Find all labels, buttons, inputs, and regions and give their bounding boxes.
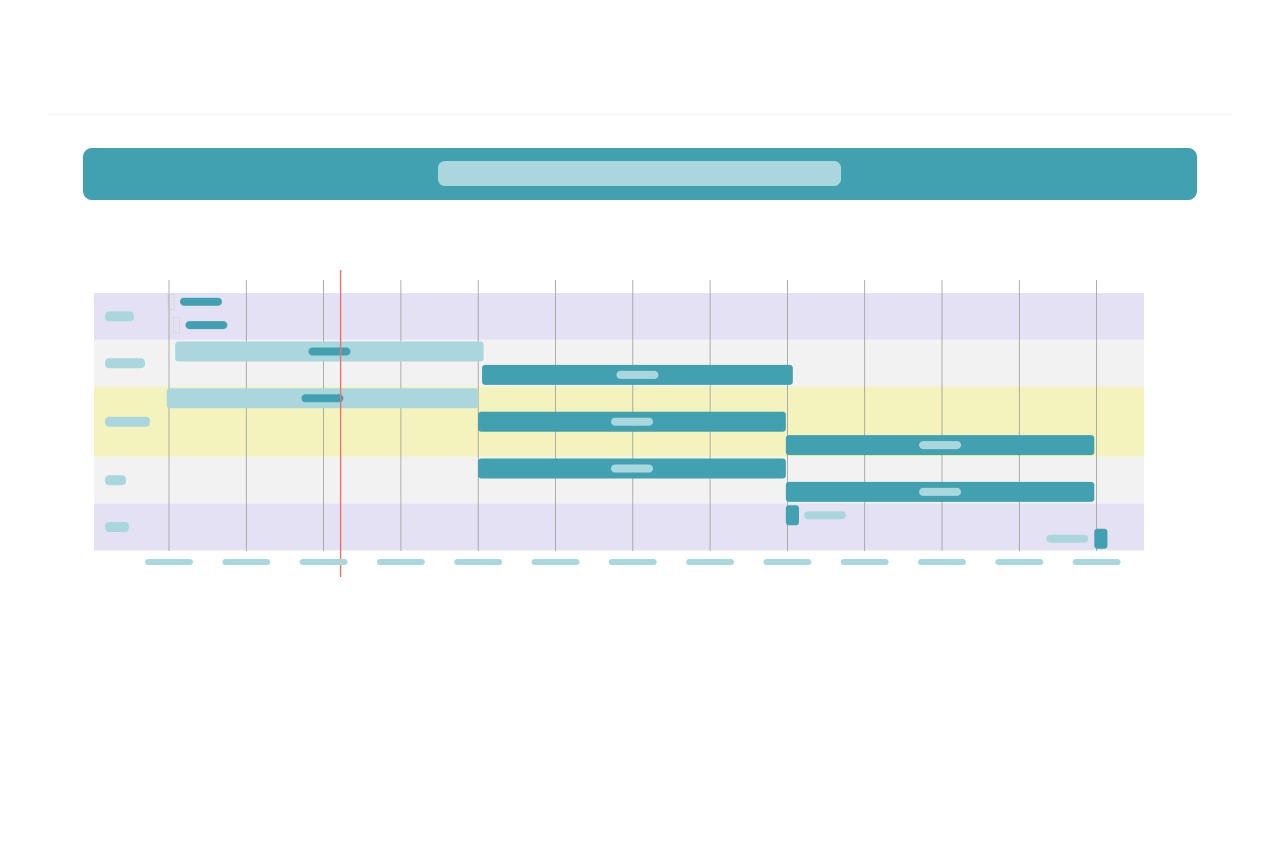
milestone-marker xyxy=(167,293,175,311)
milestone-label xyxy=(180,297,222,306)
lane-label xyxy=(105,416,150,427)
lane-labels xyxy=(105,311,150,532)
task-label xyxy=(803,511,846,520)
x-tick-label xyxy=(376,559,425,565)
lane-label xyxy=(105,358,145,369)
time-axis xyxy=(145,559,1121,565)
task-label xyxy=(616,370,659,379)
x-tick-label xyxy=(763,559,812,565)
x-tick-label xyxy=(608,559,657,565)
page-frame xyxy=(48,114,1232,115)
page-title xyxy=(438,161,841,186)
milestone-label xyxy=(185,321,228,330)
lane-band xyxy=(94,293,1144,340)
task-label xyxy=(919,487,962,496)
x-tick-label xyxy=(222,559,271,565)
lane-band xyxy=(94,503,1144,551)
task-label xyxy=(308,347,351,356)
task-label xyxy=(919,441,962,450)
lane-label xyxy=(105,311,134,322)
x-tick-label xyxy=(1072,559,1121,565)
x-tick-label xyxy=(995,559,1044,565)
x-tick-label xyxy=(918,559,966,565)
lane-label xyxy=(105,475,126,486)
lane-label xyxy=(105,522,129,532)
task-bar xyxy=(785,505,799,526)
task-bars xyxy=(166,293,1108,549)
x-tick-label xyxy=(145,559,193,565)
task-label xyxy=(301,394,344,403)
task-label xyxy=(611,464,654,473)
x-tick-label xyxy=(454,559,503,565)
task-bar xyxy=(1094,528,1108,549)
task-label xyxy=(1046,534,1089,543)
header-banner xyxy=(83,148,1197,200)
task-label xyxy=(611,417,654,426)
x-tick-label xyxy=(840,559,889,565)
x-tick-label xyxy=(531,559,580,565)
x-tick-label xyxy=(686,559,735,565)
x-tick-label xyxy=(299,559,348,565)
milestone-marker xyxy=(172,316,180,334)
